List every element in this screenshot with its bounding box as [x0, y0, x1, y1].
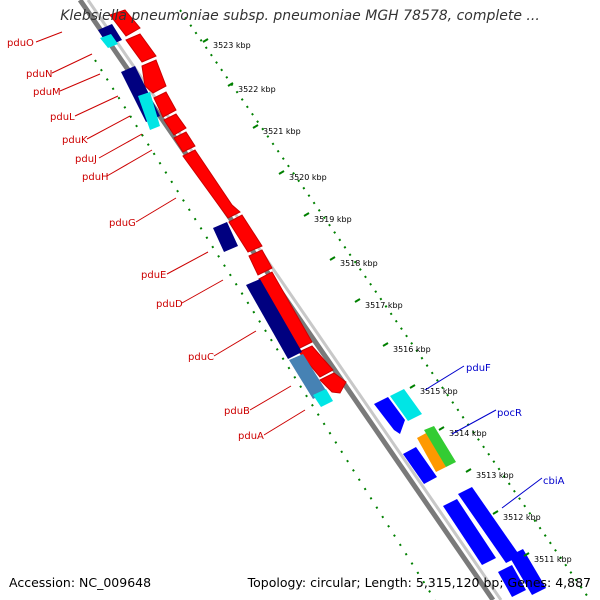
- ruler-tick: [438, 426, 445, 431]
- gene-pduO[interactable]: [109, 9, 141, 37]
- ruler-label: 3517 kbp: [365, 301, 403, 310]
- gene-pduC[interactable]: [298, 345, 334, 378]
- gene-label-pduF[interactable]: pduF: [466, 363, 491, 374]
- leader-line-pduF: [424, 365, 465, 391]
- ruler-label: 3520 kbp: [289, 173, 327, 182]
- gene-navy-4[interactable]: [246, 279, 302, 359]
- leader-line-pduB: [249, 385, 292, 411]
- leader-line-pduE: [166, 251, 209, 275]
- gene-steel-1[interactable]: [289, 354, 327, 399]
- ruler-tick: [465, 468, 472, 473]
- gene-cbiA[interactable]: [443, 499, 496, 565]
- gene-label-pduN[interactable]: pduN: [26, 69, 53, 80]
- gene-label-cbiA[interactable]: cbiA: [543, 476, 565, 487]
- leader-line-pduO: [35, 31, 63, 43]
- ruler-tick: [278, 170, 285, 175]
- lower-lane-genes: [98, 24, 333, 407]
- leader-line-pduN: [51, 53, 93, 74]
- ruler-tick: [382, 342, 389, 347]
- genome-summary-text: Topology: circular; Length: 5,315,120 bp…: [247, 575, 591, 590]
- gene-labels: pduO pduN pduM pduL pduK pduJ pduH pduG pduE pduD…: [7, 31, 565, 509]
- gene-pduJ[interactable]: [173, 131, 196, 153]
- gene-cyan-1[interactable]: [100, 34, 118, 48]
- ruler-tick: [303, 212, 310, 217]
- gene-label-pduH[interactable]: pduH: [82, 172, 109, 183]
- ruler-label: 3514 kbp: [449, 429, 487, 438]
- leader-line-cbiA: [501, 477, 543, 509]
- gene-pduE[interactable]: [248, 249, 273, 276]
- gene-pduH[interactable]: [182, 149, 241, 219]
- gene-label-pduE[interactable]: pduE: [141, 270, 166, 281]
- leader-line-pduJ: [98, 133, 143, 159]
- map-title: Klebsiella pneumoniae subsp. pneumoniae …: [60, 8, 540, 24]
- ruler-label: 3515 kbp: [420, 387, 458, 396]
- gene-pduF[interactable]: [374, 397, 405, 434]
- gene-pduK[interactable]: [163, 113, 187, 136]
- gene-label-pduJ[interactable]: pduJ: [75, 154, 97, 165]
- ruler-tick: [492, 510, 499, 515]
- leader-line-pduK: [86, 115, 131, 140]
- gene-label-pduG[interactable]: pduG: [109, 218, 136, 229]
- ruler-label: 3511 kbp: [534, 555, 572, 564]
- gene-label-pocR[interactable]: pocR: [497, 408, 522, 419]
- gene-pduN[interactable]: [125, 33, 157, 63]
- gene-cyan-4[interactable]: [390, 389, 422, 421]
- gene-label-pduA[interactable]: pduA: [238, 431, 264, 442]
- gene-blue-2[interactable]: [458, 487, 520, 563]
- gene-pduG[interactable]: [228, 214, 263, 253]
- ruler-tick: [523, 552, 530, 557]
- gene-orange[interactable]: [417, 432, 446, 472]
- leader-line-pduD: [181, 279, 224, 304]
- ruler-label: 3513 kbp: [476, 471, 514, 480]
- gene-label-pduD[interactable]: pduD: [156, 299, 183, 310]
- gene-cyan-3[interactable]: [313, 389, 333, 407]
- gene-pduL[interactable]: [153, 91, 177, 118]
- ruler-tick: [329, 256, 336, 261]
- gene-pduM[interactable]: [141, 59, 167, 94]
- gene-label-pduC[interactable]: pduC: [188, 352, 214, 363]
- gene-label-pduB[interactable]: pduB: [224, 406, 250, 417]
- ruler-label: 3519 kbp: [314, 215, 352, 224]
- ruler-label: 3521 kbp: [263, 127, 301, 136]
- forward-strand-genes: [374, 389, 546, 597]
- gene-pocR[interactable]: [403, 447, 437, 484]
- gene-blue-4[interactable]: [509, 549, 546, 595]
- ruler-tick: [202, 38, 209, 43]
- leader-line-pocR: [451, 409, 497, 435]
- ruler-label: 3522 kbp: [238, 85, 276, 94]
- gene-navy-3[interactable]: [213, 222, 238, 252]
- lower-dotted-line: [94, 59, 436, 600]
- ruler-tick: [409, 384, 416, 389]
- gene-label-pduL[interactable]: pduL: [50, 112, 75, 123]
- ruler-tick: [354, 298, 361, 303]
- ruler-label: 3518 kbp: [340, 259, 378, 268]
- ruler-labels: 3523 kbp 3522 kbp 3521 kbp 3520 kbp 3519 kbp…: [202, 38, 572, 564]
- leader-line-pduC: [213, 330, 257, 357]
- accession-text: Accession: NC_009648: [9, 575, 152, 590]
- leader-line-pduH: [106, 149, 153, 177]
- ruler-tick: [227, 82, 234, 87]
- gene-pduB[interactable]: [319, 372, 347, 394]
- gene-label-pduM[interactable]: pduM: [33, 87, 61, 98]
- leader-line-pduM: [59, 73, 101, 92]
- leader-line-pduA: [263, 409, 306, 436]
- gene-label-pduK[interactable]: pduK: [62, 135, 88, 146]
- ruler-tick: [252, 124, 259, 129]
- gene-blue-3[interactable]: [498, 565, 526, 597]
- gene-cyan-2[interactable]: [138, 92, 160, 130]
- reverse-strand-genes: [109, 9, 347, 394]
- gene-label-pduO[interactable]: pduO: [7, 38, 34, 49]
- gene-green[interactable]: [424, 426, 456, 467]
- ruler-label: 3516 kbp: [393, 345, 431, 354]
- leader-line-pduL: [74, 95, 119, 117]
- leader-line-pduG: [135, 197, 177, 223]
- ruler-label: 3523 kbp: [213, 41, 251, 50]
- ruler-label: 3512 kbp: [503, 513, 541, 522]
